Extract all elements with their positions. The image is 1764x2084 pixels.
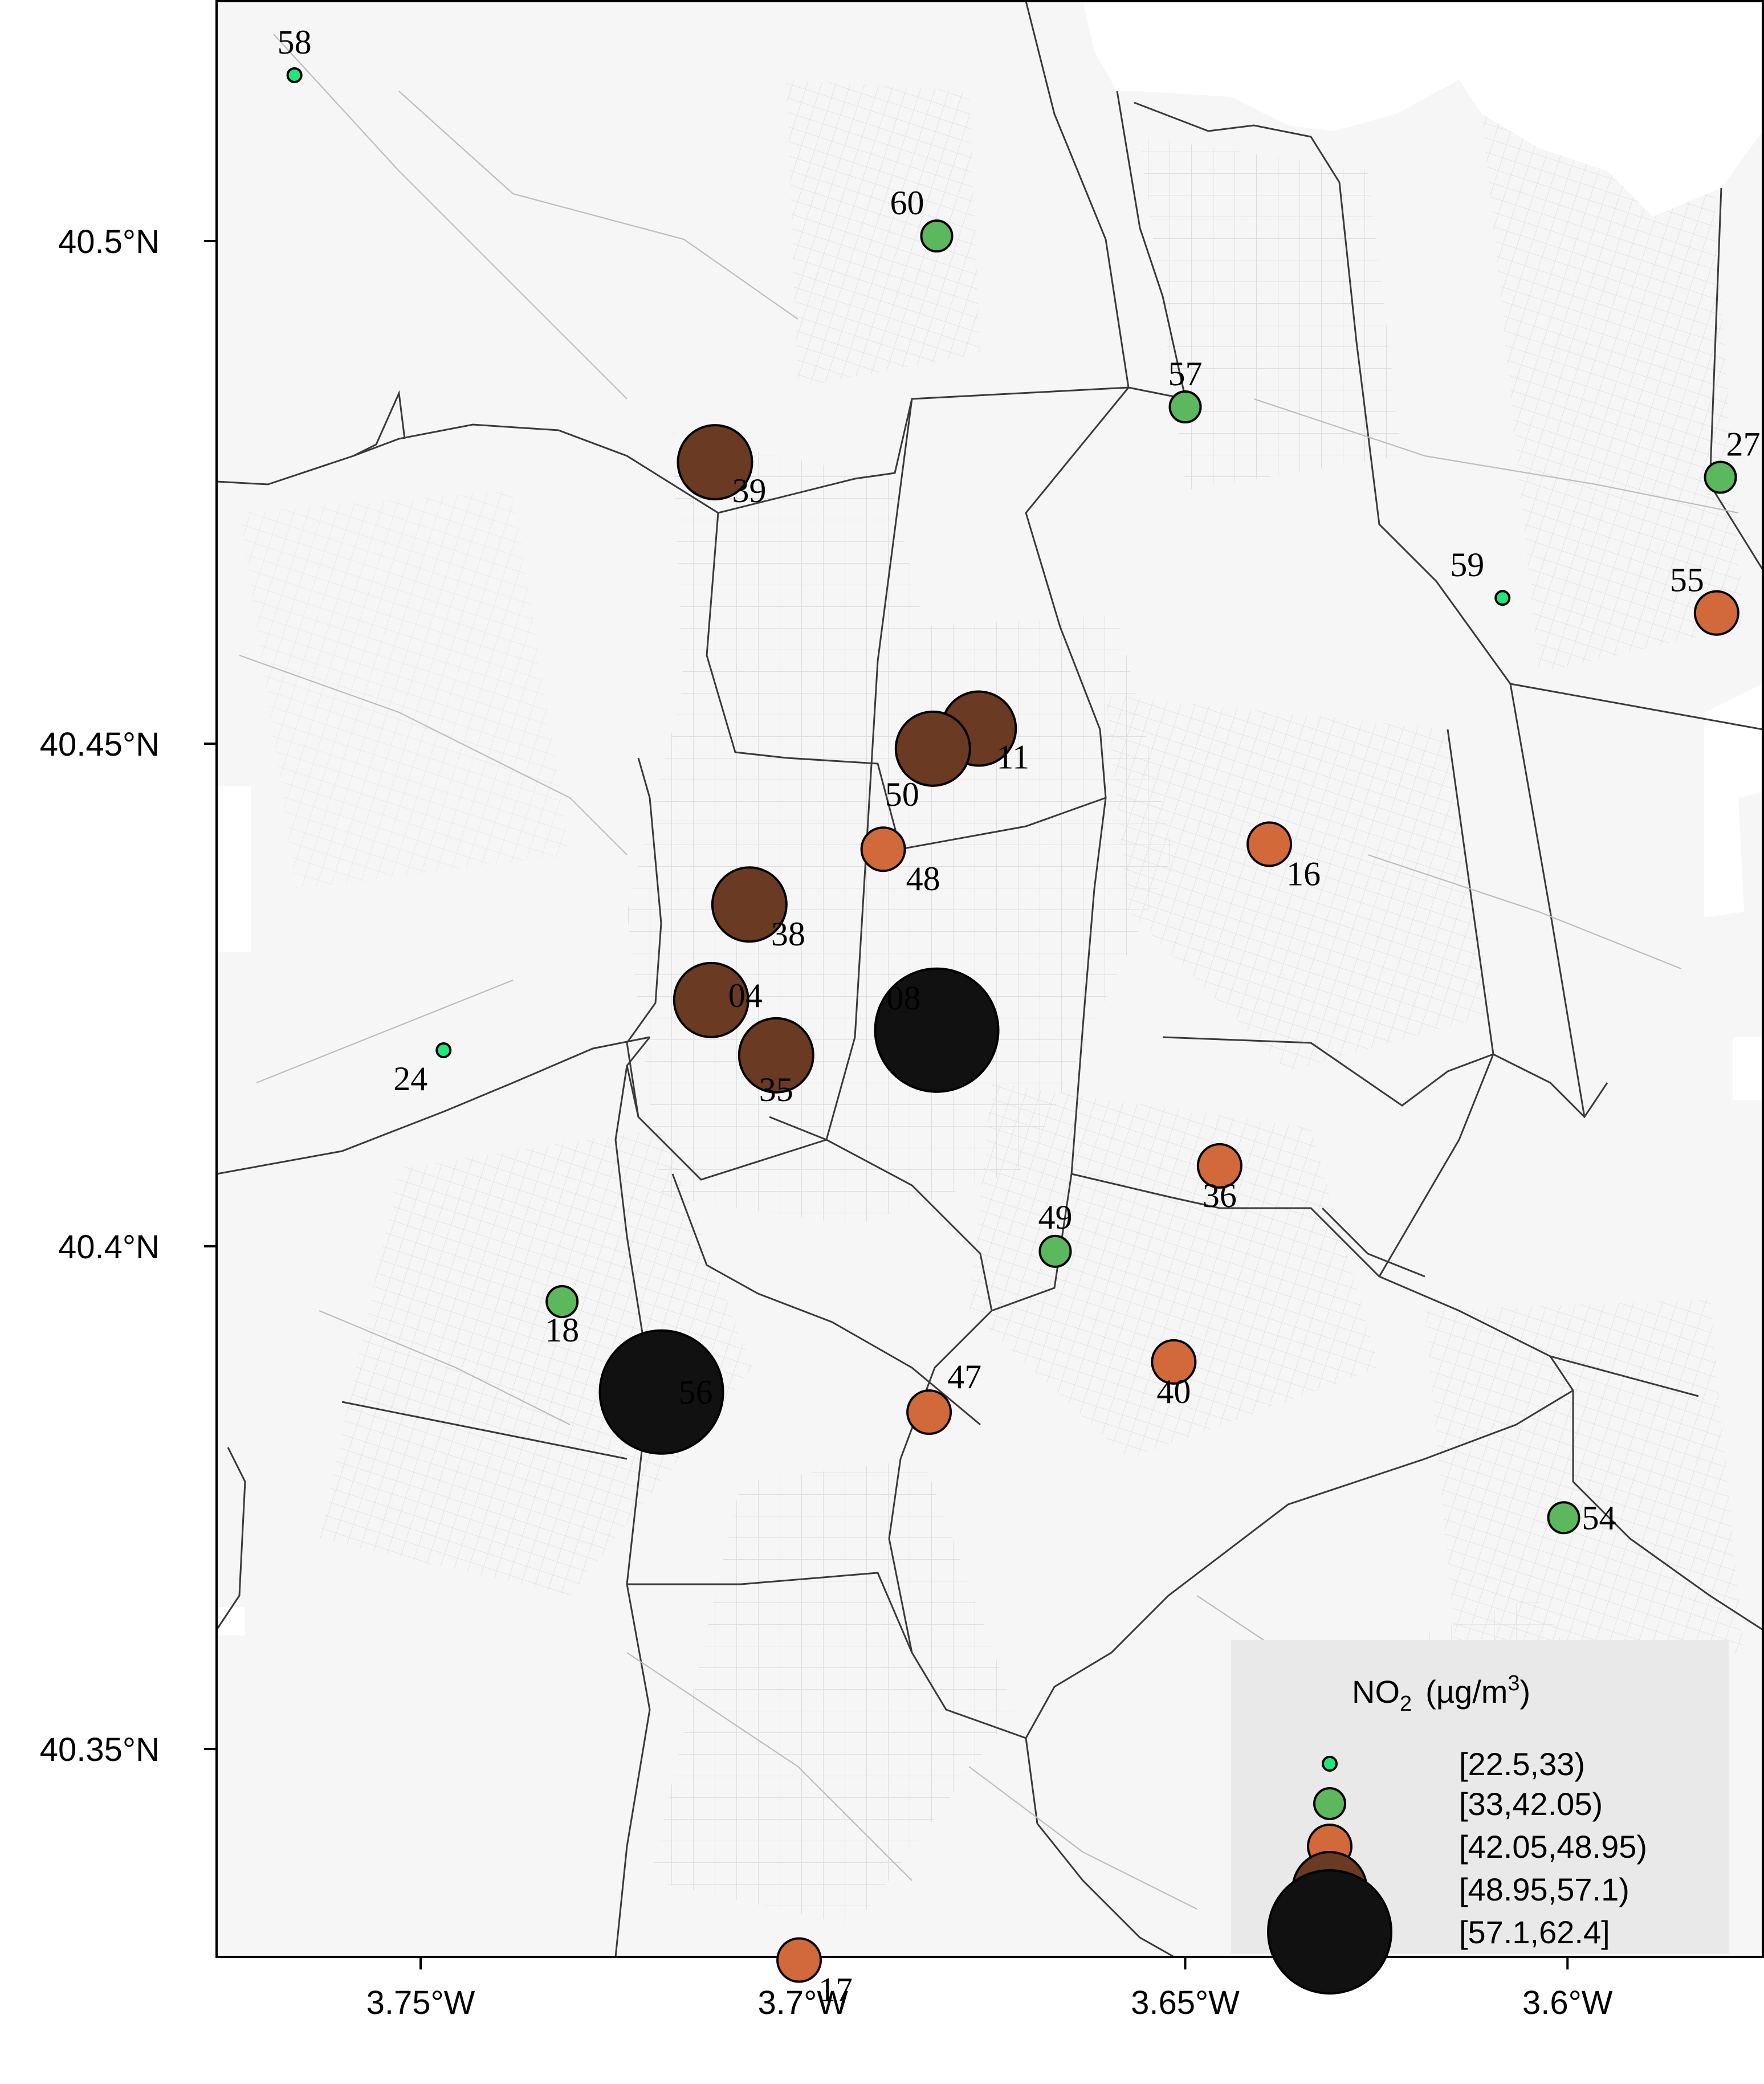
- outside-area: [217, 1, 1763, 1636]
- station-label-27: 27: [1726, 426, 1761, 463]
- legend-items: [22.5,33) [33,42.05) [42.05,48.95) [48.95,5…: [1267, 1746, 1647, 1995]
- station-marker-36: [1196, 1143, 1242, 1189]
- y-tick-label: 40.45°N: [40, 726, 160, 763]
- station-marker-50: [894, 710, 971, 787]
- station-label-39: 39: [732, 472, 766, 509]
- station-marker-48: [860, 826, 906, 872]
- station-label-36: 36: [1203, 1177, 1237, 1214]
- station-label-50: 50: [885, 776, 919, 813]
- legend-title-main: NO: [1352, 1674, 1400, 1710]
- street-network: [239, 80, 1744, 1926]
- station-marker-08: [874, 967, 1000, 1093]
- station-marker-18: [545, 1285, 579, 1319]
- station-marker-57: [1168, 390, 1202, 424]
- station-label-58: 58: [278, 23, 312, 61]
- station-label-47: 47: [947, 1358, 981, 1396]
- y-tick-label: 40.35°N: [40, 1731, 160, 1768]
- x-tick-label: 3.7°W: [757, 1984, 848, 2021]
- station-marker-39: [677, 424, 753, 501]
- map-frame: [215, 0, 1764, 1958]
- station-marker-56: [598, 1329, 724, 1455]
- legend-title-superscript: 3: [1508, 1671, 1519, 1695]
- y-tick-label: 40.4°N: [58, 1229, 160, 1266]
- station-label-11: 11: [996, 739, 1029, 776]
- y-tick-label: 40.5°N: [58, 223, 160, 260]
- station-label-57: 57: [1168, 355, 1203, 393]
- legend-label-0: [22.5,33): [1459, 1746, 1585, 1782]
- station-marker-04: [673, 961, 749, 1038]
- station-label-59: 59: [1450, 546, 1484, 584]
- station-marker-35: [738, 1017, 814, 1094]
- legend-symbol-4: [1267, 1869, 1392, 1995]
- legend-symbol-1: [1313, 1787, 1346, 1820]
- district-boundaries: [217, 1, 1763, 1957]
- legend-label-4: [57.1,62.4]: [1459, 1914, 1610, 1950]
- station-marker-38: [711, 866, 788, 943]
- station-marker-49: [1038, 1234, 1072, 1268]
- x-tick-label: 3.65°W: [1131, 1984, 1240, 2021]
- station-label-48: 48: [906, 860, 940, 898]
- x-tick-label: 3.6°W: [1522, 1984, 1613, 2021]
- station-label-18: 18: [545, 1311, 579, 1349]
- station-marker-47: [906, 1389, 952, 1435]
- legend-title-close: ): [1520, 1674, 1531, 1710]
- station-marker-60: [920, 219, 954, 253]
- station-marker-16: [1246, 821, 1293, 867]
- station-marker-55: [1693, 590, 1739, 636]
- station-marker-27: [1704, 460, 1737, 494]
- legend-label-2: [42.05,48.95): [1459, 1829, 1647, 1865]
- map-panel: [217, 1, 1763, 1957]
- station-label-17: 17: [818, 1971, 853, 2008]
- station-marker-58: [286, 67, 303, 83]
- legend: NO2 (µg/m3) [22.5,33) [33,42.05) [42.05,48.…: [1231, 1640, 1729, 1995]
- legend-label-3: [48.95,57.1): [1459, 1871, 1629, 1907]
- station-label-55: 55: [1670, 561, 1704, 599]
- station-label-35: 35: [759, 1071, 793, 1108]
- station-label-40: 40: [1156, 1373, 1191, 1410]
- station-label-16: 16: [1286, 855, 1321, 892]
- x-tick-label: 3.75°W: [366, 1984, 475, 2021]
- station-label-56: 56: [679, 1373, 713, 1411]
- station-marker-40: [1151, 1339, 1197, 1385]
- legend-title-units: (µg/m: [1425, 1674, 1508, 1710]
- station-marker-54: [1547, 1501, 1580, 1535]
- map-axes: 3.75°W 3.7°W 3.65°W 3.6°W 40.5°N 40.45°N 40.4°…: [40, 223, 1613, 2021]
- station-label-54: 54: [1582, 1499, 1616, 1536]
- legend-title: NO2 (µg/m3): [1352, 1671, 1530, 1716]
- station-label-04: 04: [728, 977, 763, 1014]
- station-marker-17: [776, 1937, 822, 1983]
- station-label-60: 60: [890, 184, 924, 222]
- station-label-38: 38: [771, 915, 805, 953]
- legend-label-1: [33,42.05): [1459, 1786, 1603, 1822]
- station-label-24: 24: [393, 1060, 427, 1098]
- legend-symbol-0: [1322, 1756, 1338, 1772]
- legend-title-subscript: 2: [1400, 1692, 1412, 1716]
- station-label-49: 49: [1038, 1198, 1072, 1236]
- station-marker-24: [435, 1042, 452, 1059]
- station-marker-59: [1494, 590, 1511, 606]
- station-label-08: 08: [887, 980, 921, 1017]
